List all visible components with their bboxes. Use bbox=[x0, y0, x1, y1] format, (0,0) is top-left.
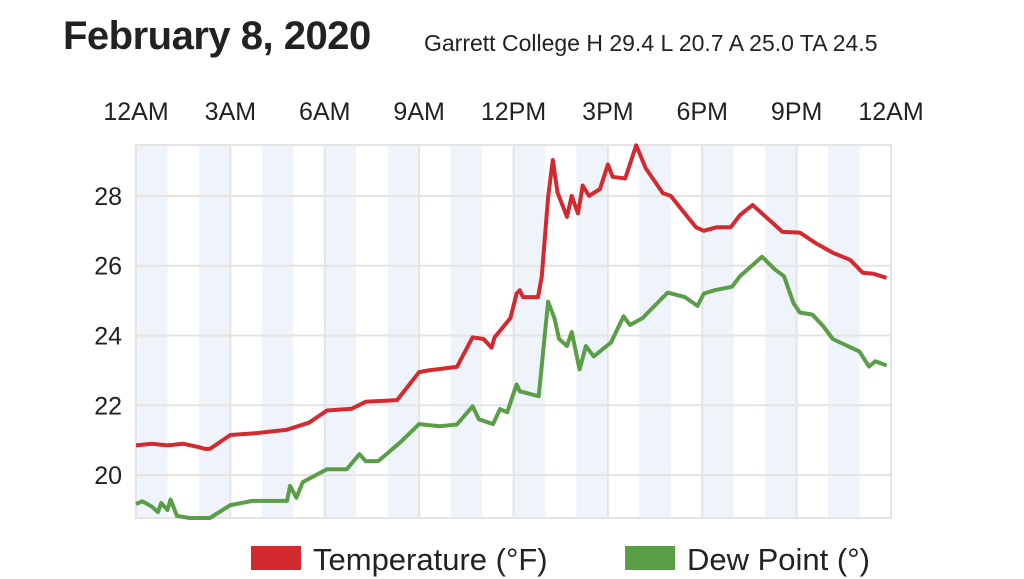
x-tick-label: 12AM bbox=[858, 98, 923, 126]
x-tick-label: 3PM bbox=[582, 98, 633, 126]
legend-swatch-dew-point bbox=[625, 546, 675, 570]
hour-stripe bbox=[450, 145, 483, 518]
x-tick-label: 9PM bbox=[771, 98, 822, 126]
chart-title: February 8, 2020 bbox=[63, 14, 371, 58]
hour-stripe bbox=[198, 145, 231, 518]
hour-stripe bbox=[513, 145, 545, 518]
temperature-line bbox=[135, 143, 888, 451]
y-tick-label: 22 bbox=[94, 392, 122, 420]
x-tick-label: 12AM bbox=[103, 98, 168, 126]
hour-stripes bbox=[136, 145, 860, 518]
y-axis-ticks: 20 22 24 26 28 bbox=[94, 183, 122, 490]
grid-lines bbox=[135, 144, 892, 519]
hour-stripe bbox=[387, 145, 420, 518]
hour-stripe bbox=[765, 145, 797, 518]
hour-stripe bbox=[702, 145, 734, 518]
y-tick-label: 26 bbox=[94, 253, 122, 281]
chart-subtitle: Garrett College H 29.4 L 20.7 A 25.0 TA … bbox=[424, 30, 878, 56]
dew-point-line bbox=[135, 254, 888, 520]
series-lines bbox=[135, 143, 888, 520]
y-tick-label: 20 bbox=[94, 462, 122, 490]
x-tick-label: 12PM bbox=[481, 98, 546, 126]
x-tick-label: 6AM bbox=[299, 98, 350, 126]
legend-label-dew-point: Dew Point (°) bbox=[687, 542, 870, 577]
hour-stripe bbox=[639, 145, 671, 518]
y-tick-label: 28 bbox=[94, 183, 122, 211]
x-tick-label: 3AM bbox=[205, 98, 256, 126]
legend: Temperature (°F) Dew Point (°) bbox=[251, 542, 870, 577]
legend-label-temperature: Temperature (°F) bbox=[313, 542, 548, 577]
y-tick-label: 24 bbox=[94, 323, 122, 351]
hour-stripe bbox=[828, 145, 860, 518]
x-tick-label: 6PM bbox=[677, 98, 728, 126]
hour-stripe bbox=[136, 145, 168, 518]
hour-stripe bbox=[576, 145, 608, 518]
x-axis-ticks: 12AM 3AM 6AM 9AM 12PM 3PM 6PM 9PM 12AM bbox=[103, 98, 923, 126]
hour-stripe bbox=[261, 145, 294, 518]
legend-swatch-temperature bbox=[251, 546, 301, 570]
x-tick-label: 9AM bbox=[393, 98, 444, 126]
hour-stripe bbox=[324, 145, 357, 518]
